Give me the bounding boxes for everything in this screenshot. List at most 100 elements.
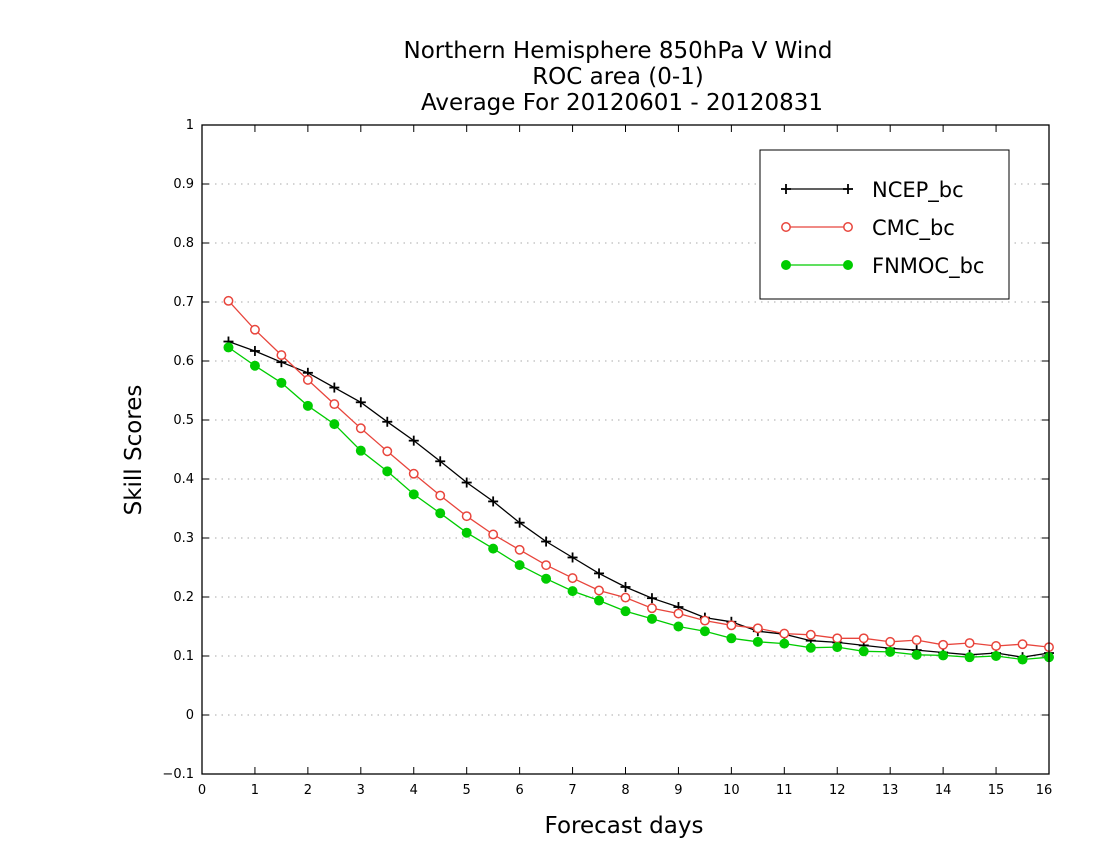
series-line-fnmoc-bc xyxy=(228,346,1050,661)
data-point-fnmoc-bc xyxy=(938,650,949,661)
data-point-cmc-bc xyxy=(408,468,419,479)
data-point-cmc-bc xyxy=(991,641,1002,651)
x-tick-label: 0 xyxy=(198,783,206,798)
data-point-fnmoc-bc xyxy=(805,642,816,653)
data-point-cmc-bc xyxy=(858,633,869,644)
y-tick-label: 0.9 xyxy=(173,177,194,192)
data-point-cmc-bc xyxy=(461,511,472,522)
y-tick-label: 1 xyxy=(186,118,194,133)
data-point-fnmoc-bc xyxy=(329,419,340,430)
data-point-fnmoc-bc xyxy=(488,543,499,554)
data-point-fnmoc-bc xyxy=(514,560,525,571)
x-tick-label: 11 xyxy=(776,783,793,798)
legend-item-cmc-bc: CMC_bc xyxy=(781,216,955,241)
x-tick-label: 14 xyxy=(935,783,952,798)
data-point-cmc-bc xyxy=(249,324,260,335)
y-tick-label: 0.1 xyxy=(173,649,194,664)
y-tick-label: 0.7 xyxy=(173,295,194,310)
legend-item-fnmoc-bc: FNMOC_bc xyxy=(781,254,984,279)
y-tick-label: 0.2 xyxy=(173,590,194,605)
data-point-fnmoc-bc xyxy=(435,508,446,519)
x-tick-label: 5 xyxy=(463,783,471,798)
data-point-fnmoc-bc xyxy=(461,527,472,538)
legend-label: CMC_bc xyxy=(872,216,955,241)
y-axis-ticks: −0.1 0 0.1 0.2 0.3 0.4 0.5 0.6 0.7 0.8 0.9 1 xyxy=(162,118,1049,782)
x-tick-label: 4 xyxy=(410,783,418,798)
y-tick-label: 0.6 xyxy=(173,354,194,369)
title-line-1: Northern Hemisphere 850hPa V Wind xyxy=(404,38,833,64)
data-point-fnmoc-bc xyxy=(276,377,287,388)
data-point-ncep-bc xyxy=(514,517,525,528)
data-point-cmc-bc xyxy=(752,623,763,634)
data-point-cmc-bc xyxy=(329,399,340,410)
legend-marker xyxy=(781,260,791,270)
data-point-cmc-bc xyxy=(514,544,525,555)
series-line-cmc-bc xyxy=(228,300,1050,648)
data-point-fnmoc-bc xyxy=(726,633,737,644)
data-point-fnmoc-bc xyxy=(620,606,631,617)
data-point-cmc-bc xyxy=(355,423,366,434)
data-point-ncep-bc xyxy=(435,456,446,467)
data-point-cmc-bc xyxy=(938,639,949,650)
data-point-cmc-bc xyxy=(805,629,816,640)
data-point-fnmoc-bc xyxy=(991,651,1002,661)
legend-marker xyxy=(843,222,853,232)
data-point-fnmoc-bc xyxy=(567,586,578,597)
series-line-ncep-bc xyxy=(228,340,1050,658)
data-point-ncep-bc xyxy=(541,536,552,547)
series-fnmoc-bc xyxy=(223,342,1054,665)
x-axis-label: Forecast days xyxy=(545,813,704,839)
title-line-3: Average For 20120601 - 20120831 xyxy=(421,90,823,116)
data-point-fnmoc-bc xyxy=(249,360,260,371)
data-point-cmc-bc xyxy=(594,585,604,596)
data-point-fnmoc-bc xyxy=(355,445,366,456)
legend: NCEP_bc CMC_bc FNMOC_bc xyxy=(759,149,1010,300)
series-ncep-bc xyxy=(223,336,1054,663)
data-point-fnmoc-bc xyxy=(699,626,710,637)
data-point-ncep-bc xyxy=(620,581,631,592)
plot-frame xyxy=(201,124,1050,775)
data-point-cmc-bc xyxy=(382,446,393,457)
x-tick-label: 10 xyxy=(723,783,740,798)
data-point-cmc-bc xyxy=(620,592,631,603)
data-point-cmc-bc xyxy=(302,374,313,385)
x-tick-label: 7 xyxy=(568,783,576,798)
legend-marker xyxy=(781,222,791,232)
data-point-cmc-bc xyxy=(964,638,975,648)
data-point-fnmoc-bc xyxy=(594,595,605,606)
data-point-cmc-bc xyxy=(726,620,737,631)
data-point-ncep-bc xyxy=(408,435,419,446)
x-tick-label: 6 xyxy=(515,783,523,798)
data-point-cmc-bc xyxy=(488,529,499,540)
y-tick-label: 0.3 xyxy=(173,531,194,546)
data-point-ncep-bc xyxy=(646,593,657,604)
data-point-cmc-bc xyxy=(647,603,657,614)
data-point-fnmoc-bc xyxy=(673,621,684,632)
data-point-cmc-bc xyxy=(885,636,896,647)
chart-title: Northern Hemisphere 850hPa V Wind ROC ar… xyxy=(404,38,833,116)
data-point-ncep-bc xyxy=(567,552,578,563)
legend-item-ncep-bc: NCEP_bc xyxy=(781,178,964,203)
data-point-fnmoc-bc xyxy=(541,573,552,584)
data-point-cmc-bc xyxy=(673,608,684,619)
data-point-fnmoc-bc xyxy=(964,652,975,663)
legend-label: FNMOC_bc xyxy=(872,254,984,279)
x-tick-label: 15 xyxy=(988,783,1005,798)
x-axis-ticks: 0 1 2 3 4 5 6 7 8 9 10 11 12 13 14 15 16 xyxy=(198,125,1052,798)
data-point-cmc-bc xyxy=(1017,639,1028,650)
data-point-fnmoc-bc xyxy=(302,400,313,411)
data-point-fnmoc-bc xyxy=(1017,654,1028,665)
x-tick-label: 13 xyxy=(882,783,899,798)
series-lines xyxy=(223,295,1054,665)
data-point-cmc-bc xyxy=(911,635,922,646)
series-cmc-bc xyxy=(223,295,1054,653)
data-point-cmc-bc xyxy=(699,615,710,626)
data-point-ncep-bc xyxy=(355,397,366,408)
y-tick-label: 0.4 xyxy=(173,472,194,487)
data-point-fnmoc-bc xyxy=(408,489,419,500)
data-point-cmc-bc xyxy=(223,295,234,306)
data-point-fnmoc-bc xyxy=(382,466,393,477)
data-point-fnmoc-bc xyxy=(779,638,790,649)
data-point-cmc-bc xyxy=(276,350,287,361)
